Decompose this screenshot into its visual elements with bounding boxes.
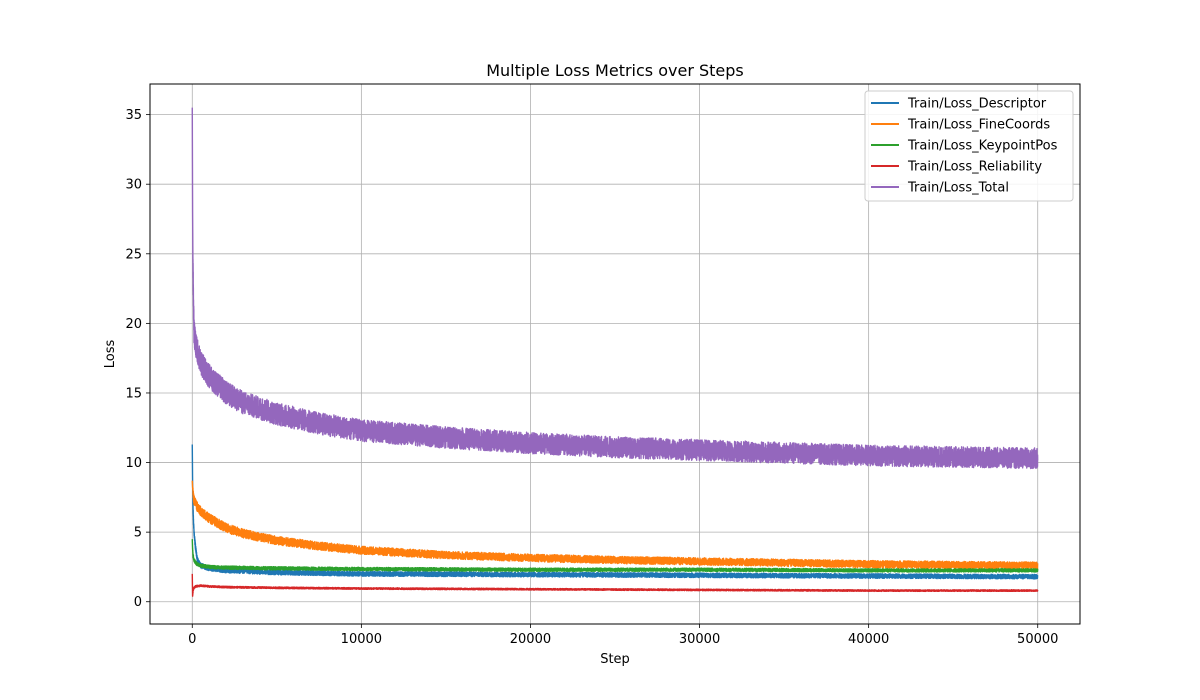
y-tick-label: 30 — [125, 178, 142, 193]
series-line-3 — [191, 573, 1039, 597]
legend: Train/Loss_Descriptor Train/Loss_FineCoor… — [864, 90, 1074, 202]
series-line-4 — [191, 107, 1039, 470]
x-axis-label: Step — [600, 652, 630, 667]
x-tick-label: 50000 — [1017, 632, 1058, 647]
legend-label: Train/Loss_FineCoords — [907, 118, 1050, 133]
y-tick-label: 5 — [134, 526, 142, 541]
chart-title: Multiple Loss Metrics over Steps — [486, 61, 744, 80]
series-line-0 — [191, 444, 1039, 580]
legend-label: Train/Loss_Total — [907, 181, 1009, 196]
legend-label: Train/Loss_Descriptor — [907, 97, 1047, 112]
y-axis-label: Loss — [103, 340, 118, 369]
legend-label: Train/Loss_KeypointPos — [907, 139, 1058, 154]
x-tick-label: 0 — [188, 632, 196, 647]
y-tick-label: 0 — [134, 595, 142, 610]
y-tick-label: 20 — [125, 317, 142, 332]
legend-label: Train/Loss_Reliability — [907, 160, 1042, 175]
x-tick-label: 30000 — [679, 632, 720, 647]
grid-lines — [150, 84, 1080, 624]
series-layer — [191, 107, 1039, 597]
y-tick-label: 15 — [125, 386, 142, 401]
y-tick-label: 10 — [125, 456, 142, 471]
legend-box — [864, 90, 1074, 202]
y-tick-label: 25 — [125, 247, 142, 262]
axis-ticks: 0 10000 20000 30000 40000 50000 0 5 10 15 20 25 30 35 — [125, 108, 1058, 647]
series-line-1 — [191, 480, 1039, 570]
series-line-2 — [191, 539, 1039, 573]
x-tick-label: 10000 — [341, 632, 382, 647]
plot-frame — [149, 83, 1081, 625]
y-tick-label: 35 — [125, 108, 142, 123]
x-tick-label: 20000 — [510, 632, 551, 647]
x-tick-label: 40000 — [848, 632, 889, 647]
